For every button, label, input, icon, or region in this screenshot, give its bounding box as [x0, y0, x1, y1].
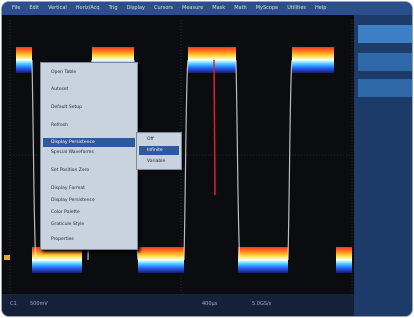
menu-item[interactable]: Edit	[29, 2, 39, 15]
panel-button[interactable]	[358, 25, 412, 43]
context-menu-item[interactable]: Display Format	[43, 184, 135, 193]
context-menu-item[interactable]: Refresh	[43, 121, 135, 130]
status-bar: C1 500mV 400µs 5.0GS/s	[2, 294, 354, 316]
menu-item[interactable]: Help	[315, 2, 326, 15]
panel-button[interactable]	[358, 53, 412, 71]
menubar: File Edit Vertical Horiz/Acq Trig Display Curs…	[2, 2, 412, 15]
context-menu: Open Table Autoset Default Setup Refresh Dis…	[40, 62, 138, 250]
context-menu-item[interactable]: Display Persistence	[43, 196, 135, 205]
menu-item[interactable]: Mask	[212, 2, 225, 15]
context-menu-item[interactable]: Graticule Style	[43, 220, 135, 229]
context-menu-item[interactable]: Set Position Zero	[43, 166, 135, 175]
context-menu-item[interactable]: Special Waveforms	[43, 148, 135, 157]
side-panel	[354, 15, 412, 316]
channel: C1	[10, 301, 17, 307]
scale: 500mV	[30, 301, 48, 307]
menu-item[interactable]: Vertical	[48, 2, 67, 15]
submenu-item[interactable]: Infinite	[139, 146, 179, 155]
submenu: Off Infinite Variable	[136, 132, 182, 170]
sample-rate: 5.0GS/s	[252, 301, 271, 307]
context-menu-item[interactable]: Autoset	[43, 85, 135, 94]
menu-item[interactable]: Display	[127, 2, 145, 15]
panel-button[interactable]	[358, 79, 412, 97]
menu-item[interactable]: Cursors	[154, 2, 173, 15]
menu-item[interactable]: MyScope	[256, 2, 279, 15]
timebase: 400µs	[202, 301, 217, 307]
menu-item[interactable]: Math	[234, 2, 247, 15]
scope-screen: File Edit Vertical Horiz/Acq Trig Display Curs…	[1, 1, 413, 317]
menu-item[interactable]: Utilities	[287, 2, 306, 15]
context-menu-item[interactable]: Color Palette	[43, 208, 135, 217]
context-menu-item[interactable]: Default Setup	[43, 103, 135, 112]
menu-item[interactable]: Horiz/Acq	[76, 2, 100, 15]
context-menu-item[interactable]: Display Persistence	[43, 138, 135, 147]
menu-item[interactable]: Measure	[182, 2, 203, 15]
context-menu-item[interactable]: Open Table	[43, 68, 135, 77]
menu-item[interactable]: Trig	[109, 2, 118, 15]
submenu-item[interactable]: Off	[139, 135, 179, 144]
context-menu-item[interactable]: Properties	[43, 235, 135, 244]
menu-item[interactable]: File	[12, 2, 20, 15]
page: File Edit Vertical Horiz/Acq Trig Display Curs…	[0, 0, 414, 318]
submenu-item[interactable]: Variable	[139, 157, 179, 166]
